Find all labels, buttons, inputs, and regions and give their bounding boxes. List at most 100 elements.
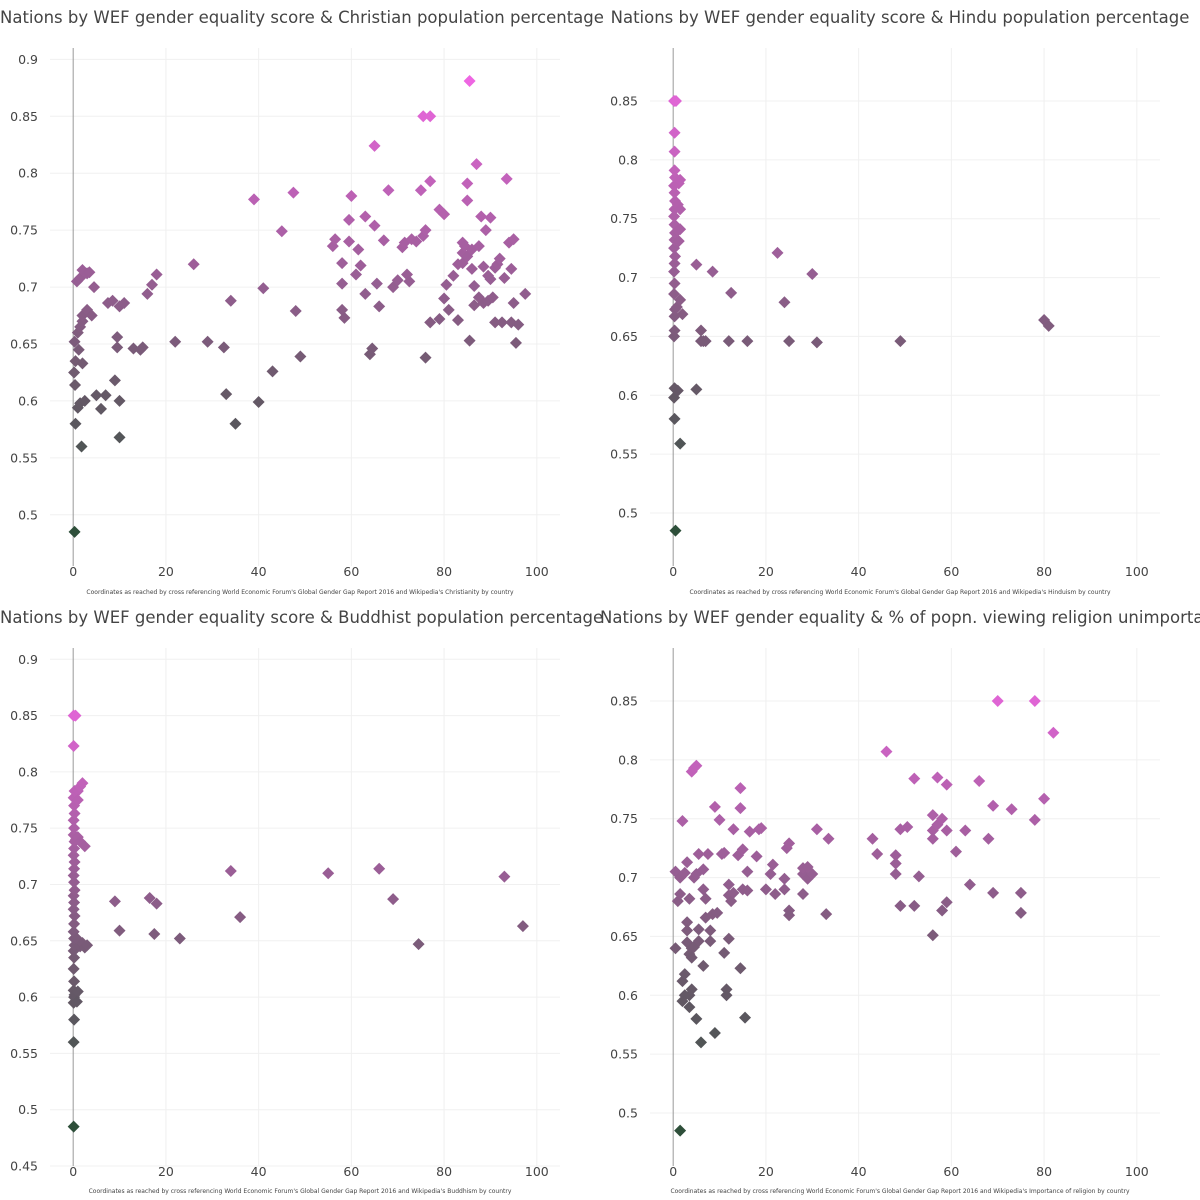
data-point[interactable] [143,891,156,904]
data-point[interactable] [266,365,279,378]
data-point[interactable] [889,868,902,881]
data-point[interactable] [1047,726,1060,739]
data-point[interactable] [755,822,768,835]
data-point[interactable] [668,265,681,278]
data-point[interactable] [706,265,719,278]
data-point[interactable] [287,186,300,199]
data-point[interactable] [113,431,126,444]
data-point[interactable] [68,1013,81,1026]
data-point[interactable] [692,935,705,948]
data-point[interactable] [678,866,691,879]
data-point[interactable] [67,944,80,957]
data-point[interactable] [424,175,437,188]
data-point[interactable] [1028,694,1041,707]
data-point[interactable] [329,233,342,246]
data-point[interactable] [926,929,939,942]
data-point[interactable] [718,946,731,959]
data-point[interactable] [690,759,703,772]
data-point[interactable] [187,258,200,271]
data-point[interactable] [668,310,681,323]
data-point[interactable] [289,304,302,317]
data-point[interactable] [739,1011,752,1024]
data-point[interactable] [67,869,80,882]
data-point[interactable] [252,396,265,409]
data-point[interactable] [908,899,921,912]
data-point[interactable] [718,846,731,859]
data-point[interactable] [412,938,425,951]
data-point[interactable] [224,864,237,877]
data-point[interactable] [810,823,823,836]
data-point[interactable] [173,932,186,945]
data-point[interactable] [806,868,819,881]
data-point[interactable] [727,886,740,899]
data-point[interactable] [391,274,404,287]
data-point[interactable] [424,316,437,329]
data-point[interactable] [463,75,476,88]
data-point[interactable] [743,825,756,838]
data-point[interactable] [991,694,1004,707]
data-point[interactable] [108,895,121,908]
data-point[interactable] [734,782,747,795]
data-point[interactable] [697,863,710,876]
data-point[interactable] [419,224,432,237]
data-point[interactable] [433,312,446,325]
data-point[interactable] [697,959,710,972]
data-point[interactable] [1014,906,1027,919]
data-point[interactable] [512,318,525,331]
data-point[interactable] [669,942,682,955]
data-point[interactable] [108,374,121,387]
data-point[interactable] [461,194,474,207]
data-point[interactable] [377,234,390,247]
data-point[interactable] [338,311,351,324]
data-point[interactable] [741,884,754,897]
data-point[interactable] [690,383,703,396]
data-point[interactable] [668,210,681,223]
data-point[interactable] [987,799,1000,812]
data-point[interactable] [1038,792,1051,805]
data-point[interactable] [734,962,747,975]
data-point[interactable] [822,832,835,845]
data-point[interactable] [912,870,925,883]
data-point[interactable] [871,848,884,861]
data-point[interactable] [509,336,522,349]
data-point[interactable] [1014,886,1027,899]
data-point[interactable] [736,843,749,856]
data-point[interactable] [711,906,724,919]
data-point[interactable] [894,823,907,836]
data-point[interactable] [1038,313,1051,326]
data-point[interactable] [685,951,698,964]
data-point[interactable] [68,799,81,812]
data-point[interactable] [1005,803,1018,816]
data-point[interactable] [169,335,182,348]
data-point[interactable] [797,888,809,901]
data-point[interactable] [674,173,687,186]
data-point[interactable] [217,341,230,354]
data-point[interactable] [783,335,796,348]
data-point[interactable] [764,868,777,881]
data-point[interactable] [81,939,94,952]
data-point[interactable] [690,868,703,881]
data-point[interactable] [769,888,782,901]
data-point[interactable] [352,243,365,256]
data-point[interactable] [468,299,481,312]
data-point[interactable] [472,240,485,253]
data-point[interactable] [669,94,682,107]
data-point[interactable] [370,277,383,290]
data-point[interactable] [498,870,511,883]
data-point[interactable] [111,341,124,354]
data-point[interactable] [669,524,682,537]
data-point[interactable] [275,225,288,238]
data-point[interactable] [229,417,242,430]
data-point[interactable] [67,903,80,916]
data-point[interactable] [676,308,689,321]
data-point[interactable] [683,1001,696,1014]
data-point[interactable] [85,309,98,322]
data-point[interactable] [894,899,907,912]
data-point[interactable] [470,158,483,171]
data-point[interactable] [704,935,717,948]
data-point[interactable] [343,235,356,248]
data-point[interactable] [987,886,1000,899]
data-point[interactable] [778,872,791,885]
data-point[interactable] [926,809,939,822]
data-point[interactable] [67,849,80,862]
